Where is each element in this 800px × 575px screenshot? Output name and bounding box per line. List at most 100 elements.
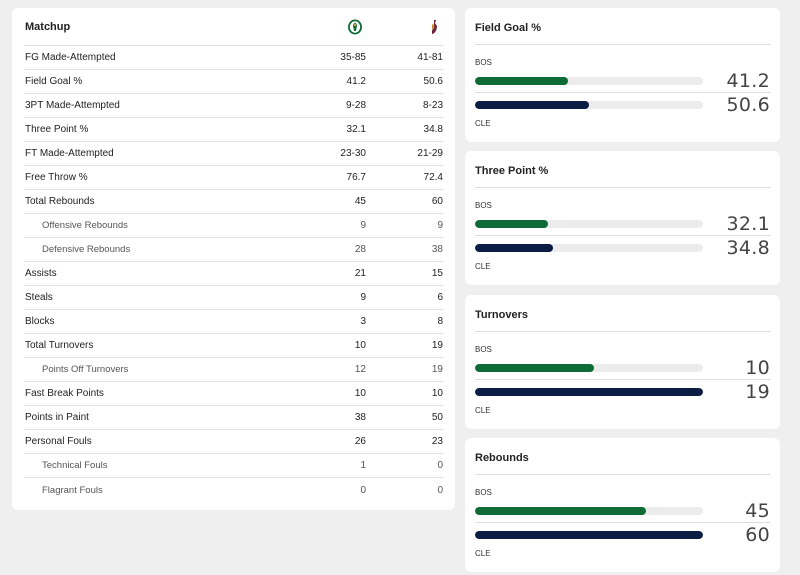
bos-bar-row: 32.1 xyxy=(475,212,770,236)
stat-label: Points in Paint xyxy=(25,412,89,423)
stat-label: Assists xyxy=(25,268,57,279)
table-row-total-rebounds: Total Rebounds 45 60 xyxy=(24,190,443,214)
stat-label: Flagrant Fouls xyxy=(42,484,103,496)
celtics-logo-icon xyxy=(296,18,366,36)
stat-label: Three Point % xyxy=(25,124,89,135)
cle-value: 8 xyxy=(437,316,443,327)
bos-bar-track xyxy=(475,76,703,85)
cle-value: 50 xyxy=(431,412,443,423)
cle-value: 38 xyxy=(431,244,443,255)
cle-bar-row: 34.8 xyxy=(475,236,770,260)
bos-stat-value: 41.2 xyxy=(726,69,770,92)
table-row-free-throw-pct: Free Throw % 76.7 72.4 xyxy=(24,166,443,190)
bos-value: 35-85 xyxy=(340,52,366,63)
cle-stat-value: 19 xyxy=(745,381,770,403)
bos-bar-fill xyxy=(475,219,548,228)
table-row-offensive-rebounds: Offensive Rebounds 9 9 xyxy=(24,214,443,238)
stat-label: Total Turnovers xyxy=(25,340,94,351)
bos-value: 32.1 xyxy=(346,124,366,135)
stat-label: Defensive Rebounds xyxy=(42,244,131,255)
bos-value: 21 xyxy=(354,268,366,279)
bos-value: 1 xyxy=(360,460,366,471)
table-row-points-in-paint: Points in Paint 38 50 xyxy=(24,406,443,430)
matchup-table: Matchup FG Made-Attempted 35-85 41-81 Field… xyxy=(12,8,455,510)
stat-card-title: Three Point % xyxy=(475,151,770,188)
table-row-fg-made-attempted: FG Made-Attempted 35-85 41-81 xyxy=(24,46,443,70)
cle-value: 60 xyxy=(431,196,443,207)
stat-label: FG Made-Attempted xyxy=(25,52,116,63)
cle-bar-track xyxy=(475,531,703,539)
stat-card-title: Turnovers xyxy=(475,295,770,332)
table-row-flagrant-fouls: Flagrant Fouls 0 0 xyxy=(24,478,443,502)
cle-bar-track xyxy=(475,244,703,252)
bos-value: 41.2 xyxy=(346,76,366,87)
bos-value: 28 xyxy=(354,244,366,255)
bos-value: 76.7 xyxy=(346,172,366,183)
stat-label: Blocks xyxy=(25,316,55,327)
cavaliers-logo-icon xyxy=(366,18,443,36)
cle-value: 10 xyxy=(431,388,443,399)
cle-team-tag: CLE xyxy=(475,262,491,271)
bos-team-tag: BOS xyxy=(475,201,492,210)
bos-value: 0 xyxy=(360,484,366,496)
bos-value: 3 xyxy=(360,316,366,327)
cle-value: 15 xyxy=(431,268,443,279)
cle-stat-value: 50.6 xyxy=(726,94,770,116)
stat-label: 3PT Made-Attempted xyxy=(25,100,120,111)
matchup-rows: FG Made-Attempted 35-85 41-81 Field Goal % 4… xyxy=(24,46,443,502)
cle-stat-value: 34.8 xyxy=(726,237,770,259)
cle-stat-value: 60 xyxy=(745,524,770,546)
bos-value: 10 xyxy=(354,340,366,351)
cle-value: 6 xyxy=(437,292,443,303)
bos-team-tag: BOS xyxy=(475,345,492,354)
cle-team-tag: CLE xyxy=(475,549,491,558)
bos-stat-value: 45 xyxy=(745,499,770,522)
stat-label: FT Made-Attempted xyxy=(25,148,114,159)
bos-value: 9 xyxy=(360,220,366,231)
bos-value: 45 xyxy=(354,196,366,207)
bos-stat-value: 32.1 xyxy=(726,212,770,235)
stat-card-field-goal-pct: Field Goal % BOS 41.2 50.6 CLE xyxy=(465,8,780,142)
cle-bar-fill xyxy=(475,101,589,109)
cle-value: 34.8 xyxy=(423,124,443,135)
stat-label: Points Off Turnovers xyxy=(42,364,129,375)
stat-label: Steals xyxy=(25,292,53,303)
table-row-field-goal-pct: Field Goal % 41.2 50.6 xyxy=(24,70,443,94)
cle-value: 72.4 xyxy=(423,172,443,183)
stat-card-title: Field Goal % xyxy=(475,8,770,45)
cle-value: 0 xyxy=(437,484,443,496)
cle-value: 9 xyxy=(437,220,443,231)
cle-value: 8-23 xyxy=(422,100,443,111)
bos-value: 12 xyxy=(354,364,366,375)
stat-card-rebounds: Rebounds BOS 45 60 CLE xyxy=(465,438,780,572)
stat-label: Offensive Rebounds xyxy=(42,220,128,231)
table-row-total-turnovers: Total Turnovers 10 19 xyxy=(24,334,443,358)
table-row-blocks: Blocks 3 8 xyxy=(24,310,443,334)
stat-label: Fast Break Points xyxy=(25,388,104,399)
bos-value: 10 xyxy=(354,388,366,399)
cle-bar-fill xyxy=(475,244,553,252)
cle-value: 23 xyxy=(431,436,443,447)
table-row-technical-fouls: Technical Fouls 1 0 xyxy=(24,454,443,478)
cle-value: 19 xyxy=(431,340,443,351)
cle-value: 50.6 xyxy=(423,76,443,87)
bos-bar-track xyxy=(475,219,703,228)
matchup-header-label: Matchup xyxy=(25,20,71,33)
stat-card-title: Rebounds xyxy=(475,438,770,475)
bos-value: 26 xyxy=(354,436,366,447)
cle-value: 19 xyxy=(431,364,443,375)
table-row-assists: Assists 21 15 xyxy=(24,262,443,286)
matchup-header-row: Matchup xyxy=(24,8,443,46)
stat-label: Technical Fouls xyxy=(42,460,108,471)
cle-team-tag: CLE xyxy=(475,406,491,415)
cle-value: 21-29 xyxy=(417,148,443,159)
bos-bar-track xyxy=(475,363,703,372)
stat-label: Free Throw % xyxy=(25,172,88,183)
bos-bar-fill xyxy=(475,76,569,85)
table-row-steals: Steals 9 6 xyxy=(24,286,443,310)
bos-value: 38 xyxy=(354,412,366,423)
bos-bar-fill xyxy=(475,363,594,372)
table-row-three-point-pct: Three Point % 32.1 34.8 xyxy=(24,118,443,142)
bos-bar-fill xyxy=(475,506,646,515)
stat-label: Personal Fouls xyxy=(25,436,92,447)
